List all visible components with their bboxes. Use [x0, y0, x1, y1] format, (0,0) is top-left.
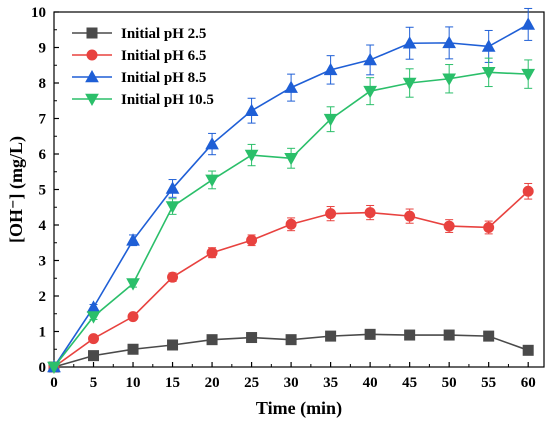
data-point [205, 174, 219, 187]
legend-label: Initial pH 8.5 [121, 70, 206, 86]
series-3 [47, 7, 536, 373]
data-point [363, 85, 377, 99]
data-point [165, 181, 180, 194]
legend: Initial pH 2.5 Initial pH 6.5 Initial pH 8… [72, 26, 214, 108]
legend-item: Initial pH 6.5 [72, 48, 206, 64]
legend-item: Initial pH 10.5 [72, 92, 214, 108]
data-point [323, 62, 338, 76]
plot-border [53, 11, 545, 368]
x-tick-label: 35 [323, 375, 338, 391]
legend-marker [85, 93, 99, 107]
x-tick-label: 60 [521, 375, 536, 391]
x-tick-label: 55 [481, 375, 496, 391]
data-point [167, 271, 179, 283]
data-point [126, 278, 140, 291]
data-point [126, 233, 140, 246]
x-tick-label: 15 [165, 375, 180, 391]
data-point [443, 329, 455, 341]
legend-label: Initial pH 2.5 [121, 26, 206, 42]
legend-item: Initial pH 8.5 [72, 69, 206, 86]
series-4 [47, 57, 536, 375]
x-tick-label: 0 [50, 375, 58, 391]
x-tick-label: 20 [205, 375, 220, 391]
data-point [442, 73, 457, 86]
data-point [206, 247, 218, 259]
data-point [483, 221, 495, 233]
data-point [127, 343, 139, 355]
data-point [481, 39, 496, 52]
x-tick-label: 5 [90, 375, 98, 391]
y-tick-label: 6 [39, 147, 47, 163]
data-point [325, 208, 337, 220]
x-tick-label: 30 [284, 375, 299, 391]
y-tick-label: 9 [39, 41, 47, 57]
x-tick-label: 45 [402, 375, 417, 391]
data-point [402, 36, 417, 49]
y-tick-label: 8 [39, 76, 47, 92]
data-point [522, 185, 534, 197]
data-point [47, 361, 61, 375]
data-point [442, 35, 457, 49]
data-point [364, 328, 376, 340]
y-tick-label: 3 [39, 254, 47, 270]
data-point [86, 311, 101, 324]
x-tick-label: 25 [244, 375, 259, 391]
legend-marker [86, 27, 98, 39]
data-point [364, 207, 376, 219]
data-point [127, 311, 139, 323]
series-layer [47, 7, 536, 375]
data-point [363, 52, 377, 66]
data-point [404, 329, 416, 341]
data-point [404, 210, 416, 222]
data-point [443, 220, 455, 232]
data-point [285, 218, 297, 230]
x-tick-label: 10 [126, 375, 141, 391]
data-point [167, 339, 179, 351]
legend-marker [86, 49, 98, 61]
y-axis: 0 1 2 3 4 5 6 7 8 9 10 [31, 5, 59, 376]
y-tick-label: 5 [39, 183, 47, 199]
legend-marker [85, 69, 99, 83]
x-axis-title: Time (min) [256, 398, 342, 419]
data-point [246, 234, 258, 246]
data-point [522, 344, 534, 356]
data-point [165, 201, 180, 214]
data-point [481, 67, 496, 80]
y-tick-label: 2 [39, 289, 47, 305]
data-point [325, 330, 337, 342]
data-point [88, 333, 100, 345]
y-tick-label: 4 [39, 218, 47, 234]
data-point [244, 103, 259, 116]
data-point [483, 330, 495, 342]
data-point [246, 332, 258, 344]
data-point [206, 334, 218, 346]
data-point [284, 152, 298, 166]
data-point [402, 77, 417, 91]
y-axis-title: [OH⁻] (mg/L) [6, 136, 27, 243]
y-tick-label: 0 [39, 360, 47, 376]
x-axis: 0 5 10 15 20 25 30 35 40 45 50 55 60 [50, 362, 536, 391]
legend-item: Initial pH 2.5 [72, 26, 206, 42]
legend-label: Initial pH 6.5 [121, 48, 206, 64]
y-tick-label: 1 [39, 325, 47, 341]
x-tick-label: 40 [363, 375, 378, 391]
data-point [86, 300, 101, 313]
y-tick-label: 7 [39, 112, 47, 128]
data-point [88, 350, 100, 362]
data-point [205, 137, 219, 150]
data-point [323, 113, 338, 127]
legend-label: Initial pH 10.5 [121, 92, 214, 108]
x-tick-label: 50 [442, 375, 457, 391]
y-tick-label: 10 [31, 5, 46, 21]
data-point [244, 149, 259, 163]
data-point [521, 68, 536, 82]
data-point [284, 80, 298, 93]
data-point [521, 17, 536, 30]
plot-frame [53, 11, 545, 368]
data-point [285, 334, 297, 346]
